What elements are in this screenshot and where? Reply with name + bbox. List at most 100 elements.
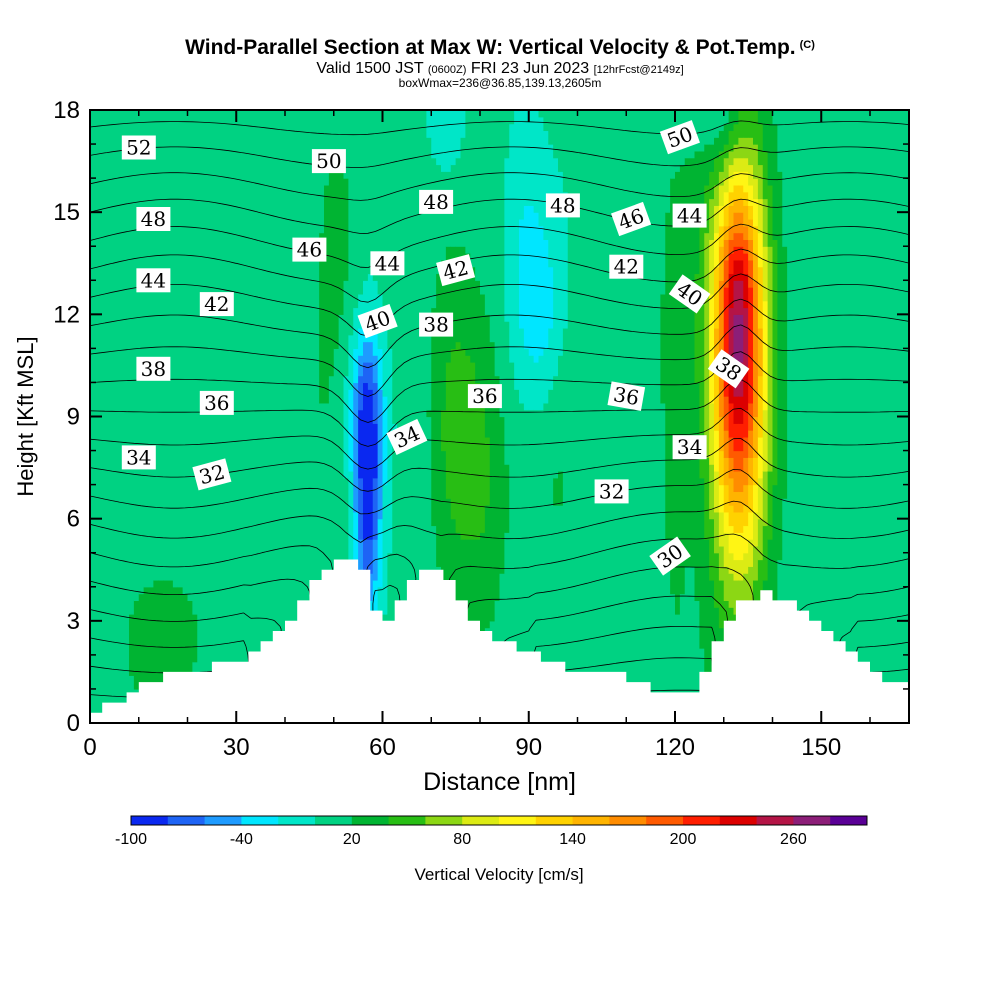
field-cell	[665, 212, 671, 540]
field-cell	[733, 184, 739, 200]
field-cell	[718, 511, 725, 547]
contour-label-box	[136, 268, 171, 293]
field-cell	[762, 198, 769, 247]
field-cell	[645, 110, 652, 723]
field-cell	[743, 110, 749, 138]
field-cell	[338, 157, 345, 315]
field-cell	[718, 225, 725, 247]
field-cell	[889, 110, 895, 723]
colorbar-swatch	[167, 816, 205, 825]
field-cell	[757, 477, 764, 520]
field-cell	[363, 280, 369, 315]
field-cell	[718, 416, 725, 452]
field-cell	[714, 327, 720, 363]
colorbar-swatch	[462, 816, 500, 825]
field-cell	[372, 579, 379, 622]
field-cell	[757, 164, 764, 200]
colorbar-frame	[130, 815, 868, 826]
field-cell	[757, 518, 764, 561]
contour-label-box	[609, 254, 644, 279]
colorbar-swatch	[204, 816, 242, 825]
field-cell	[728, 368, 735, 404]
field-cell	[679, 593, 686, 723]
contour-label-box	[419, 189, 454, 214]
field-cell	[445, 498, 452, 608]
chart-title-text: Wind-Parallel Section at Max W: Vertical…	[185, 36, 796, 59]
y-tick-label: 18	[53, 97, 80, 124]
field-cell	[718, 171, 725, 186]
field-cell	[445, 362, 452, 499]
field-cell	[738, 184, 744, 200]
field-cell	[460, 110, 466, 138]
field-cell	[436, 110, 442, 166]
contour-label-box	[370, 251, 405, 276]
field-cell	[733, 232, 739, 247]
field-cell	[670, 178, 676, 595]
field-cell	[299, 110, 306, 723]
colorbar-swatch	[425, 816, 463, 825]
field-cell	[114, 110, 120, 723]
field-cell	[714, 470, 720, 513]
field-cell	[762, 300, 769, 411]
field-cell	[470, 266, 476, 363]
field-cell	[358, 539, 364, 581]
field-cell	[728, 164, 735, 179]
contour-label-text: 48	[550, 193, 575, 217]
field-cell	[138, 110, 145, 595]
contour-label-text: 36	[204, 391, 229, 415]
field-cell	[504, 321, 510, 465]
field-cell	[133, 110, 140, 601]
field-cell	[709, 110, 715, 145]
field-cell	[762, 150, 769, 200]
contour-label-box	[649, 536, 691, 576]
contour-label-text: 48	[141, 207, 166, 231]
field-cell	[246, 110, 252, 723]
field-cell	[168, 110, 174, 581]
field-cell	[519, 218, 525, 329]
x-tick-label: 120	[655, 734, 695, 761]
contour-label-text: 34	[677, 435, 702, 459]
field-cell	[733, 157, 739, 172]
colorbar-tick-label: 80	[453, 831, 471, 848]
field-cell	[738, 110, 744, 138]
field-cell	[441, 450, 447, 595]
colorbar-swatch	[241, 816, 279, 825]
field-cell	[738, 246, 744, 261]
contour-label-box	[136, 356, 171, 381]
field-cell	[533, 212, 540, 363]
field-cell	[182, 110, 189, 595]
field-cell	[328, 375, 335, 723]
field-cell	[709, 464, 715, 520]
colorbar-tick-label: 200	[670, 831, 697, 848]
contour-label-box	[386, 418, 428, 455]
field-cell	[533, 409, 540, 723]
field-cell	[285, 110, 291, 723]
field-cell	[460, 137, 466, 247]
field-cell	[367, 573, 374, 601]
contour-label: 44	[136, 268, 171, 293]
field-cell	[499, 110, 505, 418]
contour-label-text: 44	[677, 204, 702, 228]
field-cell	[348, 110, 354, 336]
field-cell	[743, 573, 749, 608]
field-cell	[382, 396, 388, 486]
field-cell	[748, 566, 754, 601]
field-cell	[718, 484, 725, 513]
contour-label-box	[672, 203, 707, 228]
field-cell	[582, 110, 588, 723]
field-cell	[855, 110, 861, 723]
contour-label: 42	[436, 254, 476, 287]
field-cell	[728, 253, 735, 275]
field-cell	[353, 511, 359, 581]
field-cell	[733, 532, 739, 561]
field-cell	[558, 470, 564, 506]
colorbar-swatch	[315, 816, 353, 825]
field-cell	[767, 539, 774, 636]
field-cell	[753, 545, 759, 581]
contour-label-box	[668, 274, 711, 314]
field-cell	[733, 212, 739, 234]
field-cell	[675, 171, 681, 615]
field-cell	[353, 348, 359, 384]
field-cell	[748, 259, 754, 288]
field-cell	[718, 110, 725, 132]
